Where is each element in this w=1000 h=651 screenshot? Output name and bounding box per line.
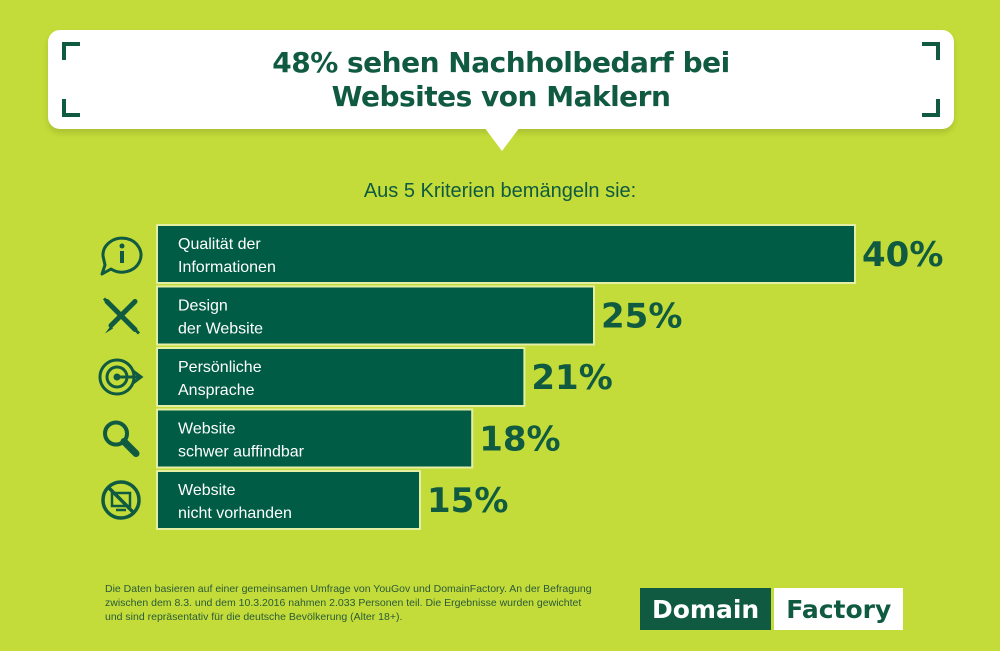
bar-4 <box>158 410 472 467</box>
frame-corner-bottom-left <box>62 99 80 117</box>
category-label: Website <box>178 482 236 499</box>
category-label: Persönliche <box>178 359 262 376</box>
category-label: Ansprache <box>178 382 255 399</box>
frame-corner-bottom-right <box>922 99 940 117</box>
chart-subtitle: Aus 5 Kriterien bemängeln sie: <box>363 180 637 202</box>
bar-5 <box>158 472 419 528</box>
magnifier-icon <box>103 420 140 457</box>
category-label: Qualität der <box>178 236 261 253</box>
logo-part-factory: Factory <box>774 588 904 630</box>
domainfactory-logo: Domain Factory <box>640 588 904 630</box>
info-speech-icon <box>100 236 143 276</box>
frame-corner-top-right <box>922 42 940 60</box>
category-label: schwer auffindbar <box>178 444 305 461</box>
value-label: 21% <box>531 358 612 398</box>
title-line-1: 48% sehen Nachholbedarf bei <box>272 46 730 79</box>
bar-1 <box>158 226 854 282</box>
logo-part-domain: Domain <box>640 588 772 630</box>
value-label: 40% <box>862 235 943 275</box>
value-label: 18% <box>479 420 560 460</box>
title-line-2: Websites von Maklern <box>331 80 671 113</box>
category-label: Design <box>178 298 228 315</box>
category-label: Informationen <box>178 259 276 276</box>
bar-3 <box>158 349 524 405</box>
category-label: der Website <box>178 321 263 338</box>
frame-corner-top-left <box>62 42 80 60</box>
no-website-icon <box>101 480 141 520</box>
value-label: 15% <box>427 481 508 521</box>
pencil-brush-icon <box>102 297 141 335</box>
title-callout: 48% sehen Nachholbedarf bei Websites von… <box>48 30 954 129</box>
callout-tail <box>484 127 520 151</box>
footnote-line-3: und sind repräsentativ für die deutsche … <box>105 611 403 623</box>
footnote-line-2: zwischen dem 8.3. und dem 10.3.2016 nahm… <box>105 597 582 609</box>
category-label: nicht vorhanden <box>178 505 292 522</box>
target-arrow-icon <box>98 358 144 396</box>
footnote: Die Daten basieren auf einer gemeinsamen… <box>105 582 625 624</box>
footnote-line-1: Die Daten basieren auf einer gemeinsamen… <box>105 583 592 595</box>
value-label: 25% <box>601 297 682 337</box>
bar-2 <box>158 287 593 344</box>
category-label: Website <box>178 421 236 438</box>
page-title: 48% sehen Nachholbedarf bei Websites von… <box>48 46 954 114</box>
